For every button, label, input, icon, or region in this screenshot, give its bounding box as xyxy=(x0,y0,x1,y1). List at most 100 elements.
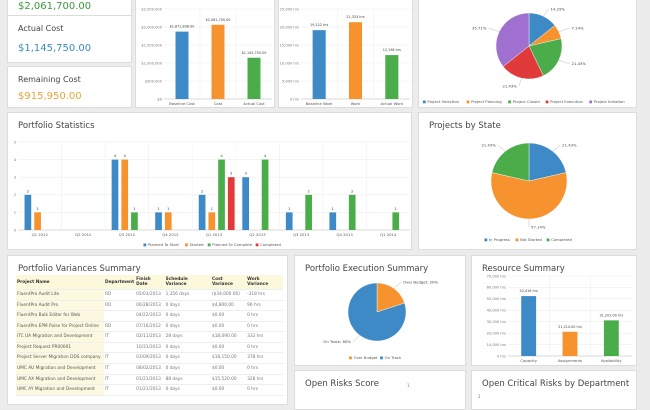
project-name: FluentPro Audit Lite xyxy=(16,289,104,301)
pie-slice xyxy=(376,282,405,313)
y-tick-label: $2,500,000 xyxy=(141,7,162,11)
y-tick-label: 3 xyxy=(14,176,16,180)
panel-title: Resource Summary xyxy=(482,264,565,274)
kpi-cost-value: $2,061,700.00 xyxy=(18,1,92,12)
cost-chart: $0 $500,000 $1,000,000 $1,500,000 $2,000,000… xyxy=(141,7,272,106)
finish-date: 01/21/2013 xyxy=(135,374,165,386)
department xyxy=(104,310,136,322)
column-header[interactable]: Schedule Variance xyxy=(164,275,211,290)
y-tick-label: 2 xyxy=(14,193,16,197)
work-variance: -318 hrs xyxy=(246,289,283,301)
table-row[interactable]: UMC AY Migration and Development IT 01/21/… xyxy=(16,384,283,396)
x-tick-label: Q4 2012 xyxy=(162,232,179,237)
data-label: $2,061,700.00 xyxy=(206,18,231,22)
data-label: 2 xyxy=(351,188,354,193)
column-header[interactable]: Finish Date xyxy=(135,275,165,290)
finish-date: 07/16/2012 xyxy=(135,321,165,333)
table-row[interactable]: FluentPro Audit Pro RD 06/28/2013 0 days $4,… xyxy=(16,300,283,312)
legend-swatch xyxy=(349,356,352,360)
x-tick-label: Cost xyxy=(214,101,223,106)
legend-label: Started xyxy=(190,242,205,247)
schedule-variance: 0 days xyxy=(164,321,211,333)
bar xyxy=(121,159,129,230)
data-label: 21.43% xyxy=(572,61,587,66)
bar xyxy=(208,212,216,230)
cost-variance: $4,800.00 xyxy=(210,300,247,312)
data-label: 1 xyxy=(288,206,291,211)
leader-line xyxy=(558,60,570,64)
cost-variance: $0.00 xyxy=(210,363,247,375)
data-label: 1 xyxy=(157,206,160,211)
legend-swatch xyxy=(185,243,188,247)
department: IT xyxy=(104,363,136,375)
y-tick-label: $500,000 xyxy=(145,79,163,83)
x-tick-label: Q1 2012 xyxy=(32,232,49,237)
kpi-value: $1,145,750.00 xyxy=(18,43,92,54)
table-row[interactable]: FluentPro Bulk Editor for Web 04/22/2013 0… xyxy=(16,310,283,322)
legend-label: Project Planning xyxy=(471,99,502,104)
legend-label: Project Initiation xyxy=(594,99,626,104)
project-name: ITC UA Migration and Development xyxy=(16,331,104,343)
y-tick-label: $1,000,000 xyxy=(141,61,162,65)
phase-pie-panel: 14.29% 7.14% 21.43% 21.43% 35.71% Project Sel… xyxy=(418,0,637,108)
work-variance: 0 hrs xyxy=(246,310,283,322)
table-row[interactable]: FluentPro Audit Lite RD 05/03/2013 1,356 da… xyxy=(16,289,283,301)
bar xyxy=(111,159,119,230)
column-header[interactable]: Project Name xyxy=(16,275,104,290)
department: RD xyxy=(104,300,136,312)
y-tick-label: 25,000 hrs xyxy=(280,7,299,11)
data-label: Over Budget: 20% xyxy=(403,279,438,284)
table-row[interactable]: UMC AX Migration and Development IT 01/21/… xyxy=(16,374,283,386)
y-tick-label: 15,000 hrs xyxy=(280,43,299,47)
cost-variance: $18,090.00 xyxy=(210,331,247,343)
y-tick-label: 0 hrs xyxy=(290,97,299,101)
data-label: 3 xyxy=(244,171,247,176)
work-variance: 378 hrs xyxy=(246,352,283,365)
table-row[interactable]: Project Request PR00001 10/31/2013 0 days $… xyxy=(16,342,283,354)
data-label: 2 xyxy=(201,188,204,193)
bar xyxy=(164,212,172,230)
leader-line xyxy=(518,78,522,87)
open-risks-panel: Open Risks Score 1 xyxy=(294,370,466,410)
data-label: 31,202.00 hrs xyxy=(600,313,624,317)
table-row[interactable]: ITC UA Migration and Development IT 02/11/… xyxy=(16,331,283,343)
projects-by-state-chart: 21.43% 57.14% 21.43% In Progress Not Started… xyxy=(481,142,577,242)
phase-pie-chart: 14.29% 7.14% 21.43% 21.43% 35.71% Project Sel… xyxy=(422,6,626,104)
department: RD xyxy=(104,289,136,301)
legend-swatch xyxy=(255,243,259,247)
bar xyxy=(155,212,162,230)
legend-swatch xyxy=(143,243,147,247)
schedule-variance: 0 days xyxy=(164,363,211,375)
data-label: $1,871,838.00 xyxy=(170,25,195,29)
bar xyxy=(247,57,261,99)
resource-summary-panel: Resource Summary 0 hrs 10,000 hrs 20,000 h… xyxy=(471,255,637,366)
table-row[interactable]: FluentPro EPM Pulse for Project Online RD… xyxy=(16,321,283,333)
execution-summary-chart: Over Budget: 20% On Track: 80% Over Budget… xyxy=(323,279,438,360)
table-row[interactable]: Project Server Migration DDS company IT 03… xyxy=(16,352,283,365)
y-tick-label: $1,500,000 xyxy=(141,43,162,47)
bar xyxy=(348,194,356,230)
bar xyxy=(227,177,235,230)
bar xyxy=(329,212,337,230)
panel-title: Projects by State xyxy=(429,121,501,131)
x-tick-label: Capacity xyxy=(520,358,537,363)
table-row[interactable]: UMC AU Migration and Development IT 08/02/… xyxy=(16,363,283,375)
pie-slice xyxy=(528,142,567,182)
x-tick-label: Q3 2013 xyxy=(293,232,310,237)
bar xyxy=(34,212,41,230)
column-header[interactable]: Department xyxy=(104,275,136,290)
column-header[interactable]: Cost Variance xyxy=(210,275,247,290)
work-variance: 0 hrs xyxy=(246,363,283,375)
data-label: 7.14% xyxy=(572,26,584,31)
legend-swatch xyxy=(589,100,593,104)
work-variance: 0 hrs xyxy=(246,321,283,333)
pie-slice xyxy=(491,142,530,182)
bar xyxy=(312,30,326,100)
column-header[interactable]: Work Variance xyxy=(246,275,283,290)
work-variance: 0 hrs xyxy=(246,342,283,354)
x-tick-label: Actual Cost xyxy=(243,101,265,106)
portfolio-statistics-chart: 0 1 2 3 4 5 Q1 2012 Q2 2012 Q3 2012 Q4 2012 Q1 201… xyxy=(14,140,410,247)
leader-line xyxy=(393,281,402,289)
data-label: 57.14% xyxy=(531,224,546,229)
data-label: 1 xyxy=(133,206,136,211)
